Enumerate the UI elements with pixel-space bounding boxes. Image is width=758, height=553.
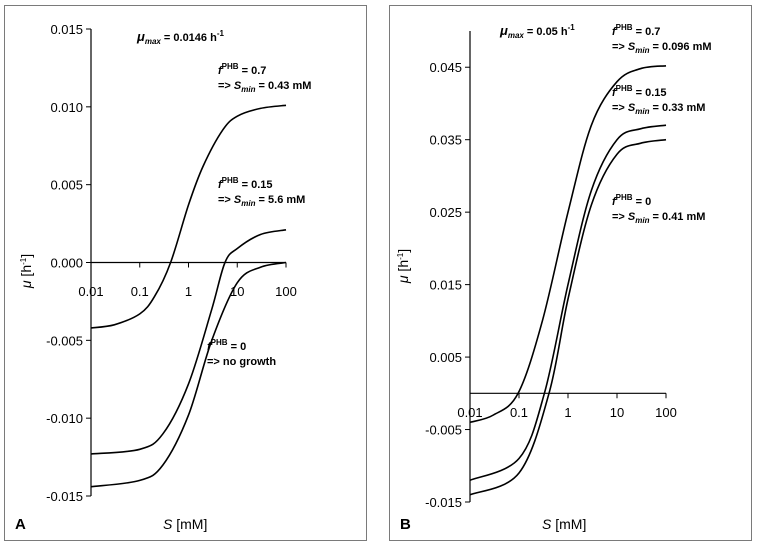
x-tick-label: 100 bbox=[275, 284, 297, 299]
y-tick-label: 0.005 bbox=[429, 350, 462, 365]
y-tick-label: -0.015 bbox=[425, 495, 462, 510]
series-annotation-2: fPHB = 0 bbox=[612, 193, 651, 208]
series-line-2 bbox=[90, 261, 287, 488]
series-line-0 bbox=[469, 65, 667, 424]
series-annotation-0: fPHB = 0.7 bbox=[612, 23, 660, 38]
series-annotation-result-1: => Smin = 0.33 mM bbox=[612, 102, 705, 116]
y-tick-label: -0.005 bbox=[425, 423, 462, 438]
series-line-1 bbox=[90, 229, 287, 455]
x-tick-label: 10 bbox=[610, 405, 624, 420]
y-tick-label: -0.010 bbox=[46, 411, 83, 426]
panel-label: A bbox=[15, 516, 26, 533]
chart-title: μmax = 0.05 h-1 bbox=[499, 23, 575, 40]
series-line-2 bbox=[469, 138, 667, 496]
x-tick-label: 100 bbox=[655, 405, 677, 420]
chart-b-svg: 0.045 0.035 0.025 0.015 0.005 -0.005 -0.015 0.0… bbox=[395, 23, 712, 533]
x-tick-label: 1 bbox=[564, 405, 571, 420]
series-annotation-result-2: => Smin = 0.41 mM bbox=[612, 211, 705, 225]
series-annotation-result-0: => Smin = 0.096 mM bbox=[612, 41, 712, 55]
x-tick-label: 1 bbox=[185, 284, 192, 299]
y-axis-label: μ [h-1] bbox=[395, 249, 411, 284]
y-tick-label: 0.010 bbox=[50, 100, 83, 115]
y-tick-label: 0.015 bbox=[429, 278, 462, 293]
x-tick-label: 0.1 bbox=[131, 284, 149, 299]
y-axis-label: μ [h-1] bbox=[18, 254, 34, 289]
chart-panel-b: 0.045 0.035 0.025 0.015 0.005 -0.005 -0.015 0.0… bbox=[389, 5, 752, 541]
x-tick-label: 0.1 bbox=[510, 405, 528, 420]
chart-title: μmax = 0.0146 h-1 bbox=[136, 29, 224, 46]
y-tick-label: 0.035 bbox=[429, 133, 462, 148]
y-tick-label: 0.015 bbox=[50, 22, 83, 37]
chart-panel-a: 0.015 0.010 0.005 0.000 -0.005 -0.010 -0.015 0.… bbox=[4, 5, 367, 541]
x-tick-label: 0.01 bbox=[78, 284, 103, 299]
series-annotation-1: fPHB = 0.15 bbox=[218, 176, 273, 191]
series-annotation-1: fPHB = 0.15 bbox=[612, 84, 667, 99]
y-tick-label: 0.000 bbox=[50, 256, 83, 271]
series-annotation-result-2: => no growth bbox=[207, 356, 276, 368]
series-annotation-result-1: => Smin = 5.6 mM bbox=[218, 194, 305, 208]
y-tick-label: -0.015 bbox=[46, 489, 83, 504]
y-tick-label: -0.005 bbox=[46, 333, 83, 348]
y-tick-label: 0.005 bbox=[50, 178, 83, 193]
series-annotation-0: fPHB = 0.7 bbox=[218, 62, 266, 77]
y-tick-label: 0.045 bbox=[429, 60, 462, 75]
x-axis-label: S [mM] bbox=[542, 516, 586, 532]
chart-a-svg: 0.015 0.010 0.005 0.000 -0.005 -0.010 -0.015 0.… bbox=[15, 22, 311, 533]
series-annotation-2: fPHB = 0 bbox=[207, 338, 246, 353]
series-annotation-result-0: => Smin = 0.43 mM bbox=[218, 80, 311, 94]
y-tick-label: 0.025 bbox=[429, 205, 462, 220]
series-line-1 bbox=[469, 124, 667, 482]
x-tick-label: 0.01 bbox=[457, 405, 482, 420]
series-line-0 bbox=[90, 104, 287, 329]
panel-label: B bbox=[400, 516, 411, 533]
x-axis-label: S [mM] bbox=[163, 516, 207, 532]
